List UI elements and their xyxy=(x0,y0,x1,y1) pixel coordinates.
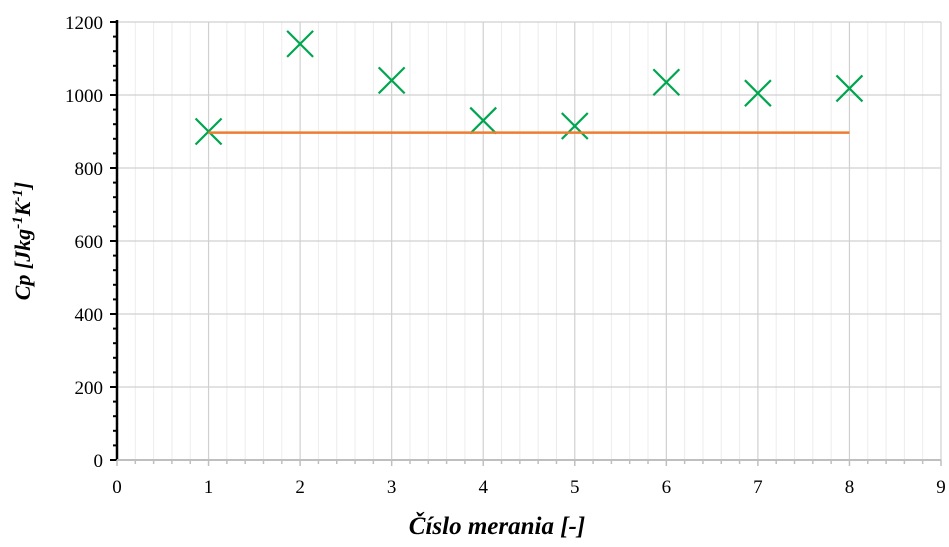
x-tick-label: 4 xyxy=(478,477,488,498)
data-point-marker xyxy=(286,30,314,58)
x-tick-label: 3 xyxy=(387,477,397,498)
marker-stroke xyxy=(377,66,406,95)
y-axis-title-part: Cp [Jkg xyxy=(10,229,35,301)
y-axis-title: Cp [Jkg-1K-1] xyxy=(10,182,35,301)
marker-stroke xyxy=(560,112,589,140)
tick-labels: 0 1 2 3 4 5 6 7 8 9 0 200 400 600 800 1000 1200 xyxy=(65,13,946,498)
y-tick-label: 400 xyxy=(75,305,104,326)
marker-stroke xyxy=(469,106,498,135)
y-tick-label: 1000 xyxy=(65,86,103,107)
axes xyxy=(110,20,942,466)
marker-stroke xyxy=(286,30,314,58)
y-axis-title-part: -1 xyxy=(10,216,26,229)
y-axis-title-part: K xyxy=(10,200,35,217)
data-point-marker xyxy=(560,112,589,140)
y-tick-label: 800 xyxy=(75,159,104,180)
x-tick-label: 8 xyxy=(845,477,855,498)
x-tick-label: 1 xyxy=(204,477,214,498)
x-tick-label: 6 xyxy=(662,477,672,498)
data-point-marker xyxy=(835,74,864,103)
y-tick-label: 600 xyxy=(75,232,104,253)
y-axis-title-part: -1 xyxy=(10,189,26,202)
grid xyxy=(117,21,942,460)
x-tick-label: 5 xyxy=(570,477,580,498)
marker-stroke xyxy=(652,68,681,97)
y-tick-label: 1200 xyxy=(65,13,103,34)
data-point-marker xyxy=(377,66,406,95)
y-tick-label: 0 xyxy=(94,451,104,472)
data-point-marker xyxy=(469,106,498,135)
marker-stroke xyxy=(744,79,772,107)
x-tick-label: 9 xyxy=(936,477,946,498)
data-point-marker xyxy=(652,68,681,97)
x-tick-label: 7 xyxy=(753,477,763,498)
data-series xyxy=(194,30,864,146)
x-tick-label: 2 xyxy=(295,477,305,498)
y-axis-title-part: ] xyxy=(10,182,35,191)
y-tick-label: 200 xyxy=(75,378,104,399)
data-point-marker xyxy=(744,79,772,107)
marker-stroke xyxy=(835,74,864,103)
x-axis-title: Číslo merania [-] xyxy=(409,511,585,540)
x-tick-label: 0 xyxy=(112,477,122,498)
